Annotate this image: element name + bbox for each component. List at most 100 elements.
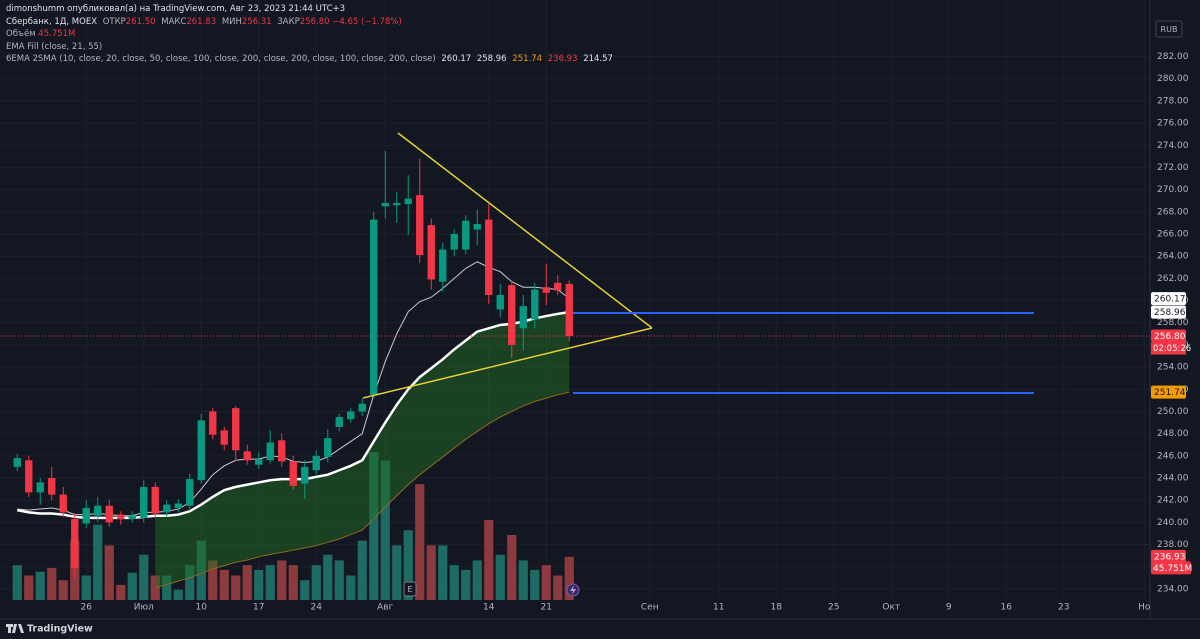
ohlc-value: 256.31 xyxy=(241,16,272,27)
y-tick-label: 268.00 xyxy=(1157,207,1189,217)
ema-fill: EMA Fill (close, 21, 55) xyxy=(6,41,103,52)
volume-bar xyxy=(116,584,126,600)
x-tick-label: Сен xyxy=(641,603,659,613)
y-tick-label: 274.00 xyxy=(1157,141,1189,151)
x-tick-label: 24 xyxy=(311,603,323,613)
y-tick-label: 240.00 xyxy=(1157,518,1189,528)
y-tick-label: 266.00 xyxy=(1157,230,1189,240)
event-marker[interactable] xyxy=(403,581,417,597)
currency-box[interactable] xyxy=(1155,20,1183,38)
candle-body xyxy=(25,460,33,493)
volume-bar xyxy=(12,565,22,600)
volume-label: 45.751M xyxy=(1153,564,1192,574)
y-tick-label: 246.00 xyxy=(1157,451,1189,461)
candle-body xyxy=(335,417,343,427)
candle-body xyxy=(105,505,113,523)
volume-bar xyxy=(472,560,482,600)
volume-bar xyxy=(323,554,333,600)
volume-bar xyxy=(495,554,505,600)
candle-body xyxy=(255,459,263,465)
candle-body xyxy=(278,440,286,462)
ma-value: 236.93 xyxy=(547,54,578,64)
candle-body xyxy=(496,295,504,310)
ma-name: 6EMA 2SMA (10, close, 20, close, 50, clo… xyxy=(6,54,436,64)
candle-body xyxy=(128,515,136,520)
x-tick-label: Окт xyxy=(882,603,900,613)
symbol: Сбербанк, 1Д, MOEX xyxy=(6,16,98,27)
event-marker-label: E xyxy=(407,585,412,594)
y-tick-label: 282.00 xyxy=(1157,52,1189,62)
ohlc-value: 256.80 xyxy=(299,16,330,27)
candle-body xyxy=(243,451,251,461)
header: dimonshumm опубликовал(а) на TradingView… xyxy=(6,3,613,66)
volume-bar xyxy=(553,575,563,600)
volume-label-box xyxy=(1151,561,1191,575)
candle-body xyxy=(473,224,481,230)
candle-body xyxy=(404,198,412,205)
volume-bar xyxy=(357,540,367,600)
x-tick-label: 10 xyxy=(196,603,208,613)
price-label-box xyxy=(1151,549,1186,563)
candle-body xyxy=(542,287,550,293)
y-tick-label: 258.00 xyxy=(1157,318,1189,328)
y-tick-label: 242.00 xyxy=(1157,496,1189,506)
candle-body xyxy=(519,306,527,329)
candle-body xyxy=(197,420,205,481)
y-tick-label: 278.00 xyxy=(1157,96,1189,106)
volume-value: 45.751M xyxy=(38,29,76,39)
candle-body xyxy=(151,486,159,514)
volume-bar xyxy=(518,560,528,600)
candle-body xyxy=(209,411,217,435)
candle-body xyxy=(48,478,56,495)
price-label: 251.74 xyxy=(1154,388,1186,398)
candle-body xyxy=(531,289,539,320)
candle-body xyxy=(565,283,573,337)
price-label: 260.17 xyxy=(1154,295,1186,305)
candle-body xyxy=(36,482,44,493)
volume-bar xyxy=(24,575,34,600)
candle-body xyxy=(508,285,516,345)
price-label: 236.93 xyxy=(1154,552,1186,562)
volume-bar xyxy=(403,530,413,600)
candle-body xyxy=(163,504,171,513)
candle-body xyxy=(174,503,182,508)
y-tick-label: 248.00 xyxy=(1157,429,1189,439)
ohlc-value: 261.83 xyxy=(186,16,217,27)
y-tick-label: 280.00 xyxy=(1157,74,1189,84)
price-label-box xyxy=(1151,329,1186,343)
y-tick-label: 244.00 xyxy=(1157,474,1189,484)
volume-bar xyxy=(231,575,241,600)
volume-bar xyxy=(311,565,321,600)
currency: RUB xyxy=(1161,25,1178,34)
ohlc-label: ЗАКР xyxy=(277,16,300,27)
volume-bar xyxy=(208,560,218,600)
volume-bar xyxy=(242,565,252,600)
volume-bar xyxy=(254,569,264,600)
candle-body xyxy=(427,225,435,280)
candle-body xyxy=(232,408,240,451)
x-tick-label: Июл xyxy=(134,603,154,613)
volume-bar xyxy=(564,556,574,600)
volume-name: Объём xyxy=(6,29,36,39)
volume-bar xyxy=(415,484,425,600)
volume-bar xyxy=(139,554,149,600)
price-label: 258.96 xyxy=(1154,308,1186,318)
lightning-icon xyxy=(570,585,576,595)
volume-bar xyxy=(507,534,517,600)
volume-bar xyxy=(334,560,344,600)
candle-body xyxy=(370,219,378,395)
volume-bar xyxy=(35,571,45,600)
candle-body xyxy=(554,282,562,291)
ma-value: 214.57 xyxy=(583,54,613,64)
candle-body xyxy=(59,494,67,513)
candle-body xyxy=(266,442,274,461)
trend-line-lower xyxy=(362,327,653,399)
y-tick-label: 234.00 xyxy=(1157,584,1189,594)
candle-body xyxy=(485,219,493,296)
ohlc-value: 261.50 xyxy=(125,16,156,27)
countdown: 02:05:26 xyxy=(1153,344,1191,354)
candle-body xyxy=(358,403,366,412)
ohlc-label: ОТКР xyxy=(102,16,126,27)
volume-line: Объём 45.751M xyxy=(6,28,613,41)
